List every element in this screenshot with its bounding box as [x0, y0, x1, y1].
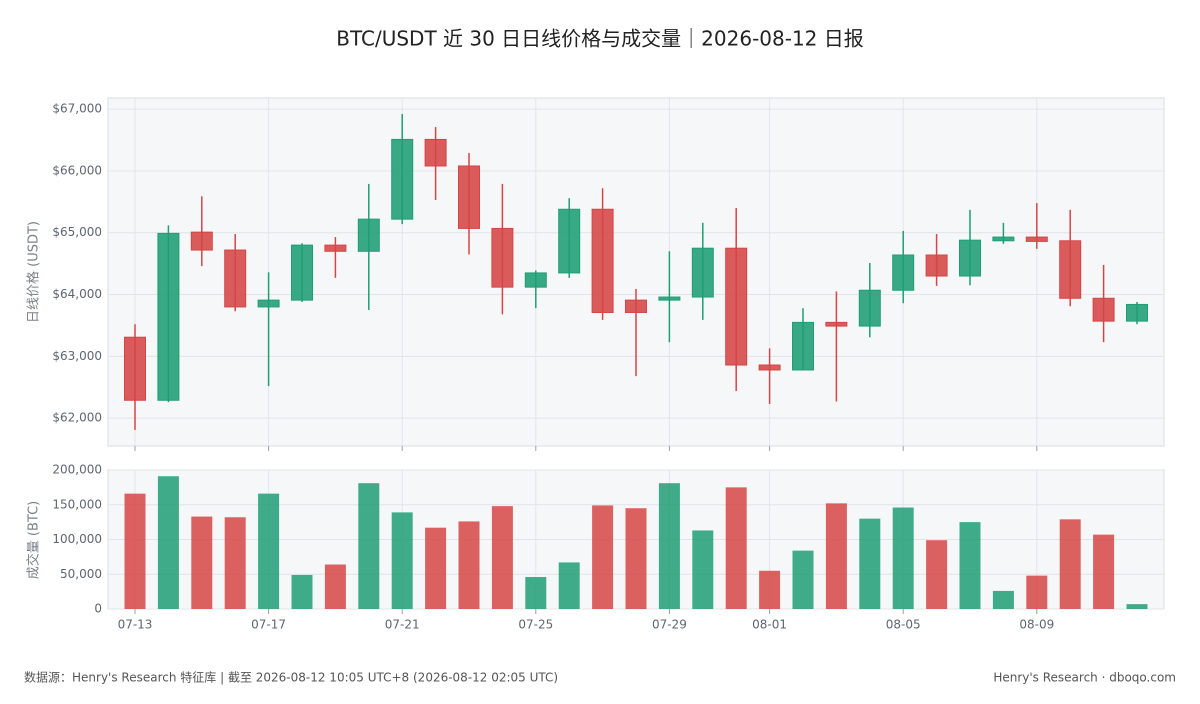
volume-bar [525, 577, 547, 609]
candle-body [758, 364, 781, 371]
volume-tick-label: 200,000 [52, 463, 102, 477]
candle-body [825, 321, 848, 327]
volume-bar [959, 522, 981, 609]
volume-bar [191, 516, 213, 609]
volume-bar [725, 487, 747, 609]
chart-title: BTC/USDT 近 30 日日线价格与成交量｜2026-08-12 日报 [336, 27, 864, 51]
y-tick-label: $62,000 [52, 411, 102, 425]
volume-bar [759, 570, 781, 609]
y-tick-label: $66,000 [52, 163, 102, 177]
volume-bar [992, 590, 1014, 609]
volume-bar [825, 503, 847, 609]
volume-bar [1026, 575, 1048, 609]
candle-body [1126, 303, 1148, 322]
candle-body [925, 254, 948, 277]
source-note: 数据源：Henry's Research 特征库 | 截至 2026-08-12… [24, 670, 558, 685]
candle-body [458, 165, 480, 229]
x-tick-label: 08-09 [1019, 618, 1054, 632]
candle-body [959, 239, 981, 277]
candle-body [157, 232, 180, 401]
candle-body [591, 208, 614, 313]
x-tick-label: 08-01 [752, 618, 787, 632]
candle-body [892, 254, 915, 291]
y-tick-label: $63,000 [52, 349, 102, 363]
volume-bar [324, 564, 346, 609]
x-tick-label: 07-29 [652, 618, 687, 632]
volume-bar [1059, 519, 1081, 609]
y-tick-label: $64,000 [52, 287, 102, 301]
x-tick-label: 07-13 [118, 618, 153, 632]
credit: Henry's Research · dboqo.com [993, 671, 1176, 685]
volume-bar [592, 505, 614, 609]
candle-body [691, 247, 714, 298]
volume-bar [859, 518, 881, 609]
candle-body [725, 247, 748, 366]
volume-bar [1093, 534, 1115, 609]
volume-bar [558, 562, 580, 609]
candle-body [992, 236, 1015, 242]
candle-body [324, 244, 347, 252]
volume-bar [258, 493, 280, 609]
volume-bar [425, 527, 447, 609]
volume-bar [391, 512, 413, 609]
candle-body [858, 289, 881, 327]
volume-bar [458, 521, 480, 609]
volume-bar [658, 483, 680, 609]
volume-bar [491, 506, 513, 609]
candle-body [224, 249, 247, 308]
x-tick-label: 07-25 [518, 618, 553, 632]
candle-body [1025, 236, 1048, 242]
candle-body [558, 208, 581, 274]
candle-body [1092, 297, 1115, 322]
candle-body [190, 231, 213, 251]
volume-bar [792, 550, 814, 609]
volume-bar [1126, 604, 1148, 609]
x-tick-label: 08-05 [886, 618, 921, 632]
volume-bar [892, 507, 914, 609]
volume-bar [358, 483, 380, 609]
volume-axis-title: 成交量 (BTC) [26, 501, 42, 579]
volume-bar [926, 540, 948, 609]
candle-body [792, 321, 814, 371]
volume-tick-label: 150,000 [52, 497, 102, 511]
volume-bar [124, 493, 146, 609]
candle-body [491, 227, 514, 288]
volume-tick-label: 50,000 [60, 567, 102, 581]
x-tick-label: 07-17 [251, 618, 286, 632]
y-axis-title: 日线价格 (USDT) [26, 221, 42, 323]
candle-body [625, 299, 647, 313]
candle-body [124, 336, 146, 401]
volume-bar [291, 574, 313, 609]
y-tick-label: $67,000 [52, 102, 102, 116]
volume-bar [157, 476, 179, 609]
price-panel [107, 97, 1165, 447]
volume-tick-label: 0 [94, 602, 102, 616]
volume-bar [224, 517, 246, 609]
candle-body [658, 296, 681, 301]
y-tick-label: $65,000 [52, 225, 102, 239]
volume-tick-label: 100,000 [52, 532, 102, 546]
candle-body [424, 138, 447, 167]
candle-body [1059, 240, 1082, 299]
candle-body [257, 299, 280, 308]
candle-body [391, 138, 414, 220]
candle-body [524, 272, 547, 288]
volume-bar [625, 508, 647, 609]
volume-bar [692, 530, 714, 609]
x-tick-label: 07-21 [385, 618, 420, 632]
candle-body [357, 218, 380, 252]
candle-body [291, 244, 313, 301]
